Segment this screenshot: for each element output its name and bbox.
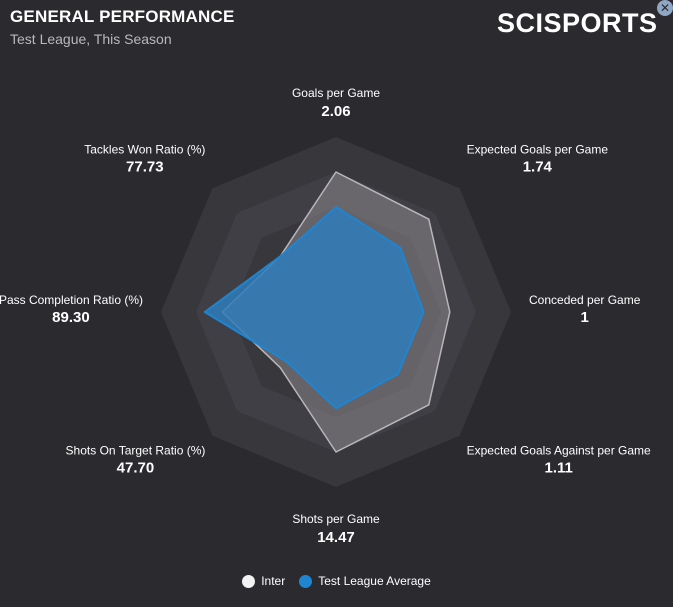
axis-label-7: Tackles Won Ratio (%) — [84, 142, 205, 156]
axis-label-6: Pass Completion Ratio (%) — [0, 293, 143, 307]
axis-label-4: Shots per Game — [292, 512, 380, 526]
legend-item-league-average[interactable]: Test League Average — [299, 574, 431, 588]
axis-label-1: Expected Goals per Game — [467, 142, 609, 156]
legend-label-inter: Inter — [261, 574, 286, 588]
axis-value-1: 1.74 — [523, 158, 553, 175]
legend-label-league-average: Test League Average — [318, 574, 431, 588]
axis-value-5: 47.70 — [117, 460, 155, 477]
legend-dot-inter — [242, 574, 256, 588]
axis-label-0: Goals per Game — [292, 86, 380, 100]
chart-subtitle: Test League, This Season — [10, 31, 172, 47]
series-polygon-league-average[interactable] — [203, 206, 425, 410]
axis-value-0: 2.06 — [321, 103, 350, 120]
radar-chart: Goals per Game 2.06 Expected Goals per Gam… — [0, 86, 651, 546]
brand-logo: SCISPORTS — [497, 8, 658, 38]
axis-value-4: 14.47 — [317, 529, 355, 546]
axis-label-3: Expected Goals Against per Game — [467, 444, 651, 458]
legend-item-inter[interactable]: Inter — [242, 574, 285, 588]
axis-value-3: 1.11 — [545, 460, 573, 477]
axis-label-5: Shots On Target Ratio (%) — [66, 444, 206, 458]
axis-value-7: 77.73 — [126, 158, 164, 175]
axis-value-6: 89.30 — [52, 309, 90, 326]
legend-dot-league-average — [299, 574, 313, 588]
close-icon[interactable]: ✕ — [657, 0, 673, 16]
axis-value-2: 1 — [581, 309, 589, 326]
legend: Inter Test League Average — [0, 574, 673, 588]
chart-title: GENERAL PERFORMANCE — [10, 7, 235, 26]
axis-label-2: Conceded per Game — [529, 293, 641, 307]
